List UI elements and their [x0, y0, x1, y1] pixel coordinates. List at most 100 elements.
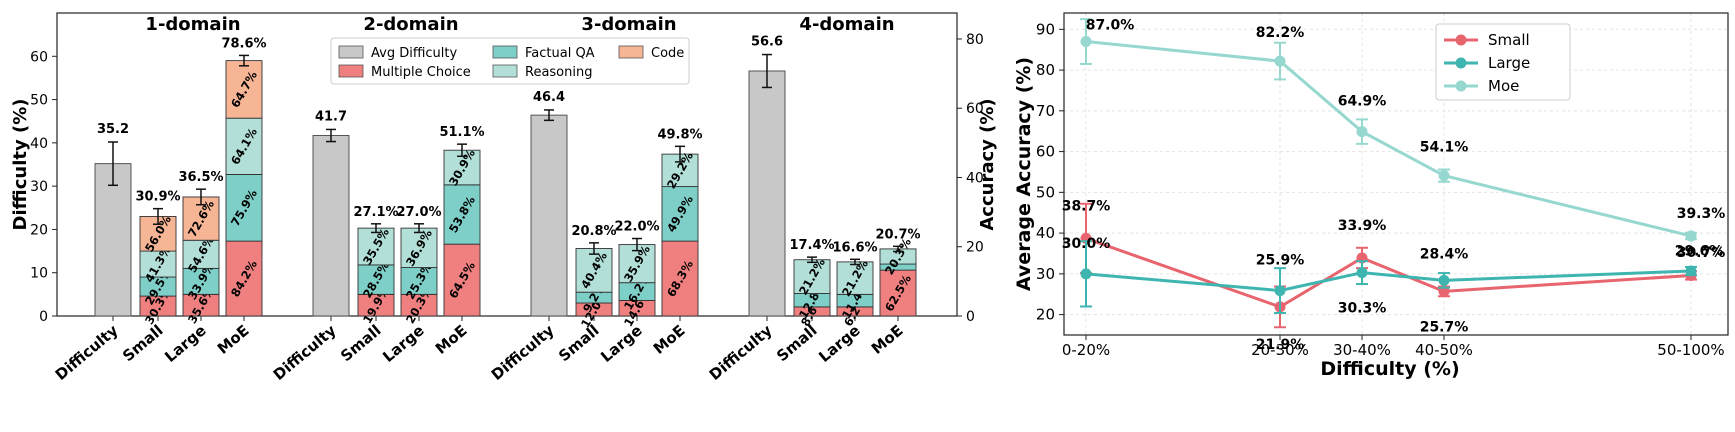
data-label: 25.7%	[1420, 319, 1469, 335]
data-label: 29.6%	[1675, 243, 1724, 259]
data-label: 64.9%	[1338, 94, 1387, 110]
y-tick-label: 60	[30, 49, 48, 65]
data-label: 38.7%	[1062, 198, 1111, 214]
y-tick-label: 80	[1036, 61, 1055, 79]
y-tick-label: 60	[1036, 143, 1055, 161]
data-point-moe	[1438, 170, 1450, 182]
y-tick-label: 70	[1036, 102, 1055, 120]
plot-frame	[56, 12, 958, 317]
bar-segment-mc	[225, 240, 263, 317]
y-tick-label: 30	[1036, 265, 1055, 283]
y-tick-label: 20	[30, 222, 48, 238]
bar-segment-mc	[661, 240, 699, 317]
x-tick-label: Small	[337, 321, 384, 365]
x-tick-label: Difficulty	[52, 321, 122, 384]
data-label: 87.0%	[1086, 18, 1135, 34]
x-tick-label: Small	[555, 321, 602, 365]
x-tick-label: 30-40%	[1333, 341, 1391, 359]
bar-segment-fqa	[661, 186, 699, 242]
total-accuracy-label: 30.9%	[135, 190, 180, 205]
x-tick-label: 50-100%	[1657, 341, 1724, 359]
x-tick-label: MoE	[650, 321, 689, 358]
data-point-moe	[1356, 126, 1368, 138]
data-label: 25.9%	[1256, 253, 1305, 269]
data-label: 30.0%	[1062, 236, 1111, 252]
left-stacked-bar-chart: 0 10 20 30 40 50 60 0 20 40 60 80 Difficulty (%) Accu…	[10, 12, 998, 384]
total-accuracy-label: 16.6%	[832, 240, 877, 255]
legend-label: Small	[1488, 31, 1530, 49]
group-title: 4-domain	[799, 14, 894, 35]
total-accuracy-label: 17.4%	[789, 238, 834, 253]
bar-segment-fqa	[225, 174, 263, 242]
legend-label: Factual QA	[525, 46, 595, 61]
y2-tick-label: 80	[966, 32, 984, 48]
data-label: 39.3%	[1677, 206, 1726, 222]
legend: Small Large Moe	[1435, 23, 1571, 101]
y2-tick-label: 0	[966, 309, 975, 325]
x-tick-label: Difficulty	[270, 321, 340, 384]
data-point-large	[1438, 274, 1450, 286]
x-tick-label: 0-20%	[1062, 341, 1110, 359]
legend-swatch-fqa	[492, 45, 518, 59]
x-tick-label: 20-30%	[1251, 341, 1309, 359]
bar-segment-fqa	[357, 264, 395, 295]
y2-tick-label: 60	[966, 101, 984, 117]
x-tick-label: Difficulty	[488, 321, 558, 384]
x-tick-label: Small	[119, 321, 166, 365]
difficulty-value-label: 46.4	[533, 90, 565, 105]
difficulty-bar	[312, 134, 350, 317]
legend-marker-large	[1455, 57, 1467, 69]
legend: Avg Difficulty Multiple Choice Factual QA R…	[330, 37, 690, 85]
y-tick-label: 90	[1036, 20, 1055, 38]
legend-marker-moe	[1455, 80, 1467, 92]
y-tick-label: 30	[30, 179, 48, 195]
data-point-large	[1356, 267, 1368, 279]
legend-label: Code	[651, 46, 684, 61]
total-accuracy-label: 51.1%	[439, 125, 484, 140]
total-accuracy-label: 36.5%	[178, 170, 223, 185]
y-axis-label: Average Accuracy (%)	[1013, 57, 1035, 291]
bar-segment-mc	[879, 269, 917, 317]
x-tick-label: 40-50%	[1415, 341, 1473, 359]
y2-tick-label: 40	[966, 170, 984, 186]
data-label: 54.1%	[1420, 140, 1469, 156]
legend-label: Moe	[1488, 77, 1519, 95]
total-accuracy-label: 20.7%	[875, 227, 920, 242]
y-tick-label: 50	[30, 93, 48, 109]
legend-swatch-avg	[338, 45, 364, 59]
x-tick-label: Large	[597, 321, 645, 366]
legend-label: Multiple Choice	[371, 65, 471, 80]
legend-swatch-code	[618, 45, 644, 59]
legend-label: Reasoning	[525, 65, 592, 80]
difficulty-bar	[530, 114, 568, 317]
difficulty-value-label: 56.6	[751, 35, 783, 50]
bar-segment-reasoning	[836, 261, 874, 295]
group-title: 3-domain	[581, 14, 676, 35]
y-tick-label: 0	[39, 309, 48, 325]
data-label: 30.3%	[1338, 301, 1387, 317]
data-point-large	[1080, 268, 1092, 280]
x-tick-label: Large	[161, 321, 209, 366]
total-accuracy-label: 27.1%	[353, 205, 398, 220]
y-tick-label: 20	[1036, 306, 1055, 324]
x-tick-label: Large	[379, 321, 427, 366]
legend-marker-small	[1455, 34, 1467, 46]
difficulty-bar	[94, 163, 132, 317]
total-accuracy-label: 20.8%	[571, 224, 616, 239]
data-point-large	[1274, 285, 1286, 297]
x-tick-label: MoE	[432, 321, 471, 358]
x-tick-label: Large	[815, 321, 863, 366]
total-accuracy-label: 27.0%	[396, 205, 441, 220]
legend-label: Large	[1488, 54, 1530, 72]
y-axis-label: Difficulty (%)	[10, 99, 31, 231]
data-point-moe	[1685, 230, 1697, 242]
data-point-moe	[1080, 36, 1092, 48]
x-axis-label: Difficulty (%)	[1320, 358, 1459, 380]
data-label: 28.4%	[1420, 246, 1469, 262]
bar-segment-reasoning	[793, 259, 831, 294]
difficulty-bar	[748, 70, 786, 317]
data-label: 21.9%	[1256, 337, 1305, 353]
group-title: 1-domain	[145, 14, 240, 35]
legend-frame	[1435, 23, 1571, 101]
